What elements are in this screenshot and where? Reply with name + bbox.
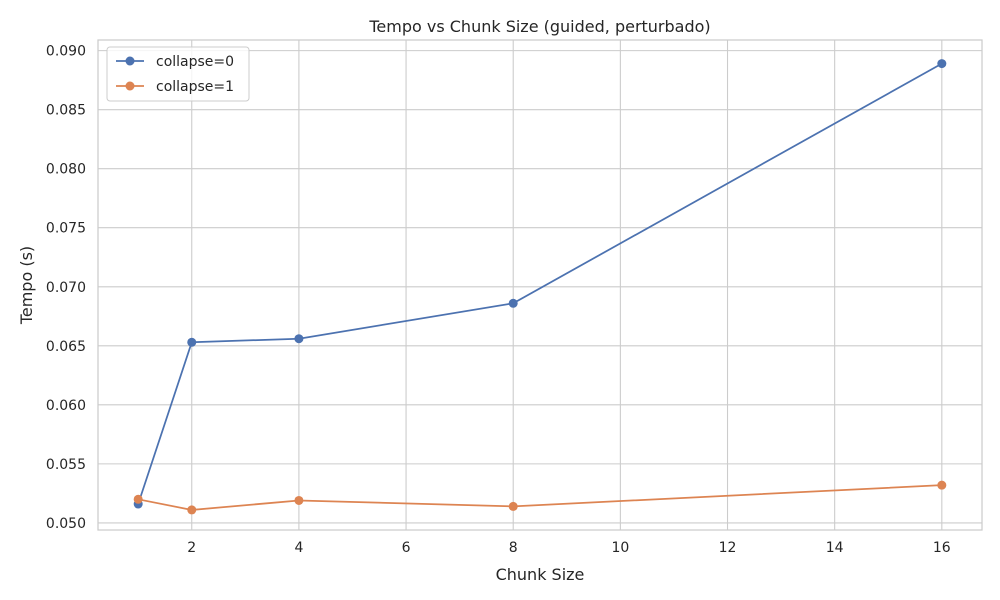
legend-item: collapse=1: [116, 79, 234, 95]
series-collapse=1: [133, 480, 947, 515]
y-tick-label: 0.060: [46, 398, 86, 414]
grid: [98, 40, 982, 530]
data-point: [294, 495, 304, 505]
x-axis-label: Chunk Size: [496, 565, 585, 584]
y-tick-label: 0.090: [46, 44, 86, 60]
legend-item: collapse=0: [116, 54, 234, 70]
series: [133, 59, 947, 515]
series-line: [137, 62, 943, 505]
x-tick-label: 16: [933, 540, 951, 556]
legend: collapse=0 collapse=1: [106, 46, 250, 102]
x-tick-label: 6: [402, 540, 411, 556]
chart-title: Tempo vs Chunk Size (guided, perturbado): [368, 17, 710, 36]
x-tick-label: 14: [826, 540, 844, 556]
series-collapse=0: [133, 59, 947, 509]
y-tick-label: 0.080: [46, 162, 86, 178]
data-point: [508, 298, 518, 308]
y-axis-label: Tempo (s): [17, 246, 36, 325]
x-tick-label: 8: [509, 540, 518, 556]
data-point: [937, 480, 947, 490]
data-point: [187, 337, 197, 347]
data-point: [133, 494, 143, 504]
y-tick-label: 0.055: [46, 457, 86, 473]
data-point: [187, 505, 197, 515]
y-tick-label: 0.065: [46, 339, 86, 355]
data-point: [508, 501, 518, 511]
legend-label: collapse=0: [156, 54, 234, 70]
legend-label: collapse=1: [156, 79, 234, 95]
plot-area: [97, 39, 983, 531]
x-tick-label: 2: [187, 540, 196, 556]
x-tick-label: 12: [719, 540, 737, 556]
y-axis-ticks: 0.050 0.055 0.060 0.065 0.070 0.075 0.080 0.085…: [46, 44, 86, 532]
y-tick-label: 0.085: [46, 103, 86, 119]
legend-marker: [125, 56, 135, 66]
y-tick-label: 0.075: [46, 221, 86, 237]
x-tick-label: 10: [611, 540, 629, 556]
data-point: [294, 334, 304, 344]
series-line: [138, 484, 942, 511]
x-axis-ticks: 2 4 6 8 10 12 14 16: [187, 540, 951, 556]
y-tick-label: 0.070: [46, 280, 86, 296]
y-tick-label: 0.050: [46, 516, 86, 532]
legend-marker: [125, 81, 135, 91]
x-tick-label: 4: [294, 540, 303, 556]
data-point: [937, 59, 947, 69]
